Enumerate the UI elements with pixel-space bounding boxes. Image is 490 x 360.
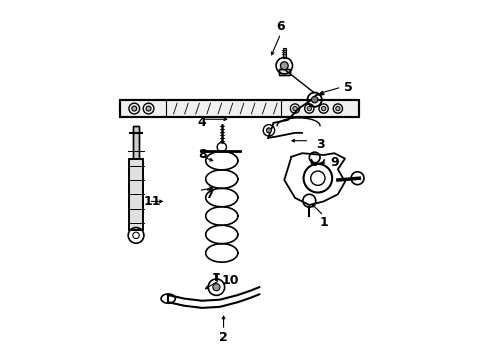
Bar [279, 69, 290, 75]
Text: 8: 8 [198, 148, 206, 162]
Circle shape [321, 107, 326, 111]
Text: 11: 11 [144, 195, 161, 208]
Text: 6: 6 [276, 20, 285, 33]
Circle shape [307, 107, 312, 111]
Circle shape [280, 62, 288, 69]
Text: 7: 7 [205, 188, 214, 201]
Polygon shape [168, 287, 259, 308]
Bar [133, 126, 139, 194]
Text: 10: 10 [222, 274, 240, 287]
Circle shape [133, 232, 139, 239]
Bar [133, 126, 139, 194]
Bar [120, 100, 359, 117]
Text: 9: 9 [330, 156, 339, 168]
Text: 3: 3 [316, 138, 324, 151]
Circle shape [267, 128, 271, 133]
Text: 2: 2 [219, 331, 228, 344]
Circle shape [213, 284, 220, 291]
Circle shape [146, 106, 151, 111]
Polygon shape [284, 153, 345, 205]
Bar [129, 158, 143, 230]
Circle shape [336, 107, 340, 111]
Circle shape [132, 106, 137, 111]
Bar [120, 100, 359, 117]
Text: 1: 1 [319, 216, 328, 229]
Bar [129, 158, 143, 230]
Circle shape [312, 96, 318, 103]
Bar [279, 69, 290, 75]
Bar [283, 48, 286, 58]
Circle shape [293, 107, 297, 111]
Text: 5: 5 [344, 81, 353, 94]
Text: 4: 4 [198, 116, 206, 129]
